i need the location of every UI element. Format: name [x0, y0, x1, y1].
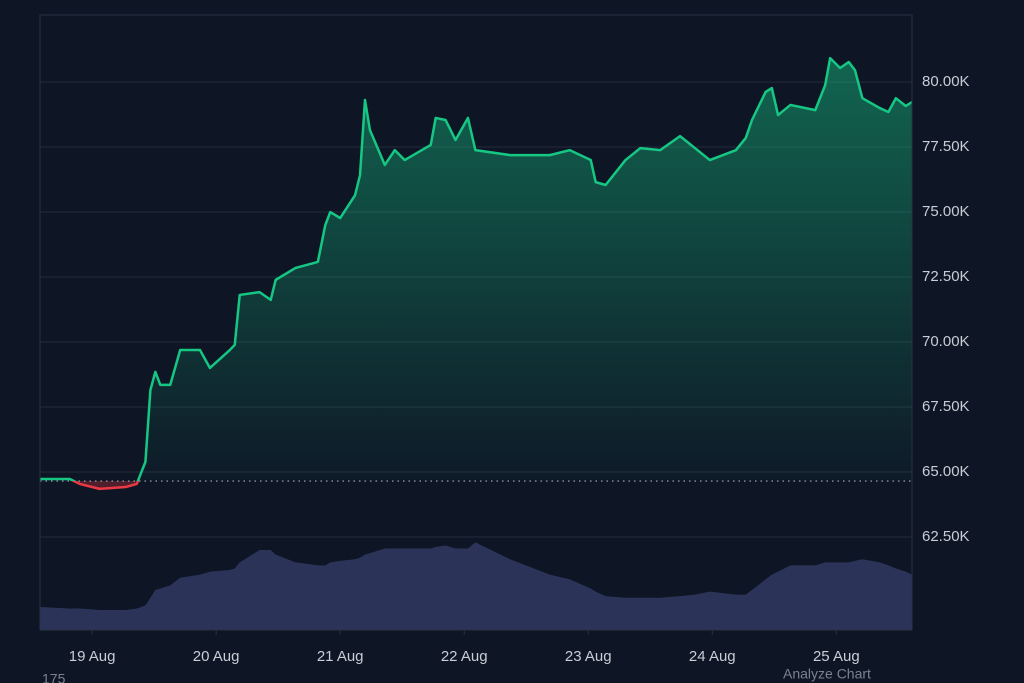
y-tick-label: 65.00K [922, 463, 970, 480]
price-area-above [40, 58, 912, 482]
y-tick-label: 70.00K [922, 333, 970, 350]
x-tick-label: 25 Aug [813, 648, 860, 665]
plot-frame [39, 14, 913, 631]
footer-text: 175 [42, 671, 66, 683]
x-tick-label: 22 Aug [441, 648, 488, 665]
y-tick-label: 72.50K [922, 268, 970, 285]
x-tick-label: 21 Aug [317, 648, 364, 665]
y-tick-label: 75.00K [922, 203, 970, 220]
y-tick-label: 62.50K [922, 528, 970, 545]
x-tick-label: 19 Aug [69, 648, 116, 665]
x-tick-label: 24 Aug [689, 648, 736, 665]
price-line-above [40, 56, 912, 482]
y-tick-label: 77.50K [922, 138, 970, 155]
footer-link[interactable]: Analyze Chart [783, 666, 871, 682]
price-area-below [40, 481, 912, 489]
x-tick-label: 23 Aug [565, 648, 612, 665]
x-tick-label: 20 Aug [193, 648, 240, 665]
y-tick-label: 67.50K [922, 398, 970, 415]
volume-area [40, 542, 912, 630]
y-tick-label: 80.00K [922, 73, 970, 90]
